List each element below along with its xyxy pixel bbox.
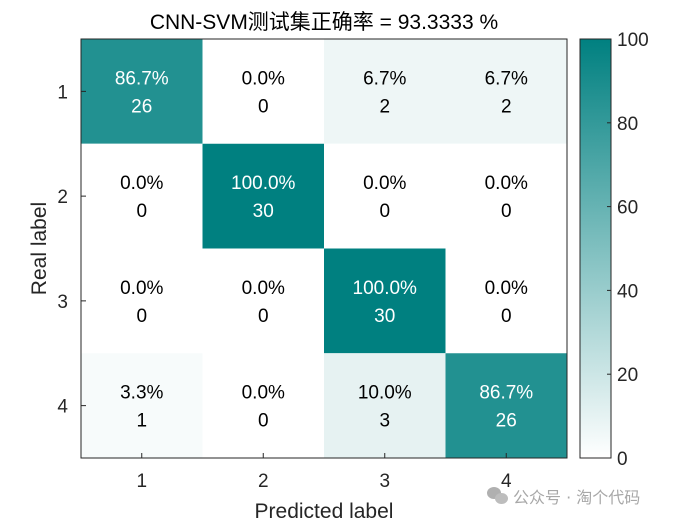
heatmap-cell — [324, 143, 446, 249]
cell-percent-label: 86.7% — [115, 68, 169, 89]
y-axis-label: Real label — [28, 202, 51, 295]
colorbar-tick-label: 0 — [617, 449, 628, 470]
heatmap-cell — [81, 248, 203, 354]
cell-count-label: 0 — [136, 306, 147, 327]
cell-percent-label: 0.0% — [242, 278, 285, 299]
x-tick-label: 3 — [379, 471, 390, 492]
heatmap-cell — [324, 248, 446, 354]
heatmap-cell — [202, 353, 324, 458]
cell-percent-label: 6.7% — [485, 68, 528, 89]
cell-count-label: 0 — [258, 411, 269, 432]
cell-count-label: 26 — [131, 96, 152, 117]
cell-percent-label: 6.7% — [363, 68, 406, 89]
x-tick-label: 1 — [136, 471, 147, 492]
heatmap-cell — [445, 353, 567, 458]
cell-count-label: 0 — [501, 306, 512, 327]
x-tick-label: 2 — [258, 471, 269, 492]
cell-count-label: 0 — [501, 201, 512, 222]
colorbar — [579, 38, 612, 459]
cell-percent-label: 0.0% — [242, 68, 285, 89]
cell-count-label: 30 — [253, 201, 274, 222]
cell-percent-label: 0.0% — [242, 383, 285, 404]
watermark: 公众号 · 淘个代码 — [487, 484, 640, 508]
heatmap-cell — [445, 143, 567, 249]
heatmap-cell — [445, 39, 567, 144]
cell-count-label: 2 — [501, 96, 512, 117]
cell-percent-label: 0.0% — [485, 278, 528, 299]
heatmap-cell — [324, 353, 446, 458]
cell-percent-label: 0.0% — [363, 173, 406, 194]
chart-title: CNN-SVM测试集正确率 = 93.3333 % — [150, 11, 498, 34]
heatmap-cell — [81, 143, 203, 249]
cell-percent-label: 0.0% — [120, 278, 163, 299]
heatmap-cell — [445, 248, 567, 354]
watermark-text: 公众号 · 淘个代码 — [513, 488, 641, 507]
cell-percent-label: 3.3% — [120, 383, 163, 404]
x-tick-label: 4 — [501, 471, 512, 492]
colorbar-tick-label: 80 — [617, 114, 638, 135]
cell-count-label: 0 — [258, 306, 269, 327]
cell-count-label: 2 — [379, 96, 390, 117]
cell-count-label: 0 — [258, 96, 269, 117]
y-tick-label: 2 — [57, 187, 68, 208]
heatmap-cell — [81, 39, 203, 144]
cell-percent-label: 0.0% — [120, 173, 163, 194]
cell-percent-label: 86.7% — [479, 383, 533, 404]
heatmap-cell — [202, 248, 324, 354]
y-tick-label: 4 — [57, 397, 68, 418]
cell-count-label: 26 — [496, 411, 517, 432]
plot-frame — [80, 38, 568, 459]
y-tick-label: 1 — [57, 82, 68, 103]
cell-percent-label: 0.0% — [485, 173, 528, 194]
cell-percent-label: 10.0% — [358, 383, 412, 404]
wechat-icon — [487, 487, 509, 505]
heatmap-cell — [202, 143, 324, 249]
x-axis-label: Predicted label — [255, 500, 394, 523]
colorbar-tick-label: 60 — [617, 198, 638, 219]
colorbar-tick-label: 20 — [617, 365, 638, 386]
heatmap-cell — [202, 39, 324, 144]
cell-count-label: 30 — [374, 306, 395, 327]
cell-count-label: 0 — [136, 201, 147, 222]
colorbar-tick-label: 100 — [617, 30, 649, 51]
heatmap-cell — [81, 353, 203, 458]
cell-percent-label: 100.0% — [353, 278, 418, 299]
cell-percent-label: 100.0% — [231, 173, 296, 194]
cell-count-label: 1 — [136, 411, 147, 432]
heatmap-cell — [324, 39, 446, 144]
y-tick-label: 3 — [57, 292, 68, 313]
colorbar-tick-label: 40 — [617, 281, 638, 302]
cell-count-label: 0 — [379, 201, 390, 222]
cell-count-label: 3 — [379, 411, 390, 432]
